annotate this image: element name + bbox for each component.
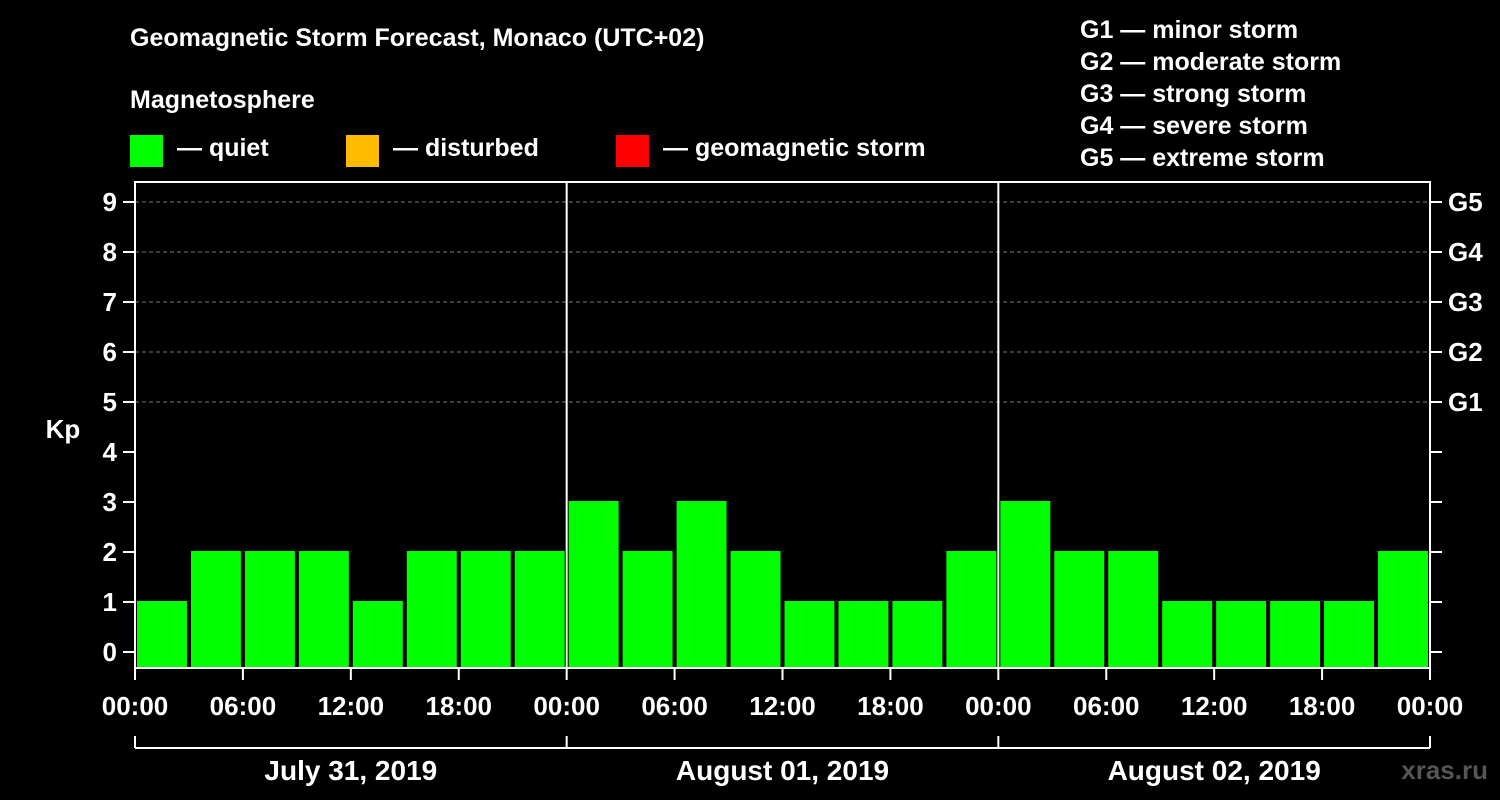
- x-tick-label: 06:00: [641, 691, 708, 721]
- x-tick-label: 12:00: [1181, 691, 1248, 721]
- y-axis-label: Kp: [46, 414, 81, 444]
- g-level-label: G1: [1448, 387, 1483, 417]
- kp-bar: [622, 551, 673, 668]
- kp-bar: [946, 551, 997, 668]
- kp-bar: [730, 551, 781, 668]
- y-tick-label: 1: [103, 587, 117, 617]
- kp-bar: [1000, 501, 1051, 668]
- x-tick-label: 12:00: [318, 691, 385, 721]
- legend-swatch-disturbed: [346, 135, 379, 167]
- legend-label-quiet: — quiet: [177, 134, 269, 162]
- y-tick-label: 7: [103, 287, 117, 317]
- y-tick-label: 0: [103, 637, 117, 667]
- date-label: August 01, 2019: [676, 755, 889, 786]
- chart-title: Geomagnetic Storm Forecast, Monaco (UTC+…: [130, 24, 705, 52]
- kp-bar: [676, 501, 727, 668]
- kp-bar: [352, 601, 403, 668]
- kp-bar: [568, 501, 619, 668]
- x-tick-label: 06:00: [210, 691, 277, 721]
- kp-bar: [406, 551, 457, 668]
- storm-level-g3: G3 — strong storm: [1080, 80, 1307, 108]
- x-tick-label: 06:00: [1073, 691, 1140, 721]
- kp-bar: [244, 551, 295, 668]
- y-tick-label: 4: [103, 437, 118, 467]
- x-tick-label: 18:00: [1289, 691, 1356, 721]
- x-tick-label: 12:00: [749, 691, 816, 721]
- x-tick-label: 00:00: [965, 691, 1032, 721]
- date-label: August 02, 2019: [1108, 755, 1321, 786]
- storm-level-g2: G2 — moderate storm: [1080, 48, 1342, 76]
- y-tick-label: 2: [103, 537, 117, 567]
- kp-bar: [460, 551, 511, 668]
- kp-bar: [298, 551, 349, 668]
- kp-bar: [892, 601, 943, 668]
- storm-level-g5: G5 — extreme storm: [1080, 144, 1325, 172]
- legend-label-disturbed: — disturbed: [393, 134, 539, 162]
- kp-bar: [1378, 551, 1428, 668]
- kp-bar: [1054, 551, 1105, 668]
- x-tick-label: 18:00: [857, 691, 924, 721]
- storm-level-g4: G4 — severe storm: [1080, 112, 1308, 140]
- x-tick-label: 00:00: [1397, 691, 1464, 721]
- kp-bar: [1216, 601, 1267, 668]
- g-level-label: G3: [1448, 287, 1483, 317]
- y-tick-label: 6: [103, 337, 117, 367]
- y-tick-label: 8: [103, 237, 117, 267]
- legend-swatch-quiet: [130, 135, 163, 167]
- kp-bar: [838, 601, 889, 668]
- storm-level-legend: G1 — minor storm G2 — moderate storm G3 …: [1080, 14, 1341, 174]
- g-level-label: G4: [1448, 237, 1483, 267]
- kp-bar: [137, 601, 187, 668]
- y-tick-label: 5: [103, 387, 117, 417]
- kp-bar: [1108, 551, 1159, 668]
- kp-bar: [784, 601, 835, 668]
- kp-bar: [1162, 601, 1213, 668]
- y-tick-label: 3: [103, 487, 117, 517]
- kp-bar: [514, 551, 565, 668]
- y-tick-label: 9: [103, 187, 117, 217]
- legend-label-storm: — geomagnetic storm: [663, 134, 926, 162]
- date-label: July 31, 2019: [264, 755, 437, 786]
- watermark: xras.ru: [1401, 755, 1488, 785]
- kp-bar: [190, 551, 241, 668]
- g-level-label: G2: [1448, 337, 1483, 367]
- storm-level-g1: G1 — minor storm: [1080, 16, 1299, 44]
- magnetosphere-heading: Magnetosphere: [130, 86, 315, 114]
- x-tick-label: 00:00: [533, 691, 600, 721]
- kp-bar: [1270, 601, 1321, 668]
- x-tick-label: 18:00: [426, 691, 493, 721]
- g-level-label: G5: [1448, 187, 1483, 217]
- legend-swatch-storm: [616, 135, 649, 167]
- x-tick-label: 00:00: [102, 691, 169, 721]
- kp-bar: [1324, 601, 1375, 668]
